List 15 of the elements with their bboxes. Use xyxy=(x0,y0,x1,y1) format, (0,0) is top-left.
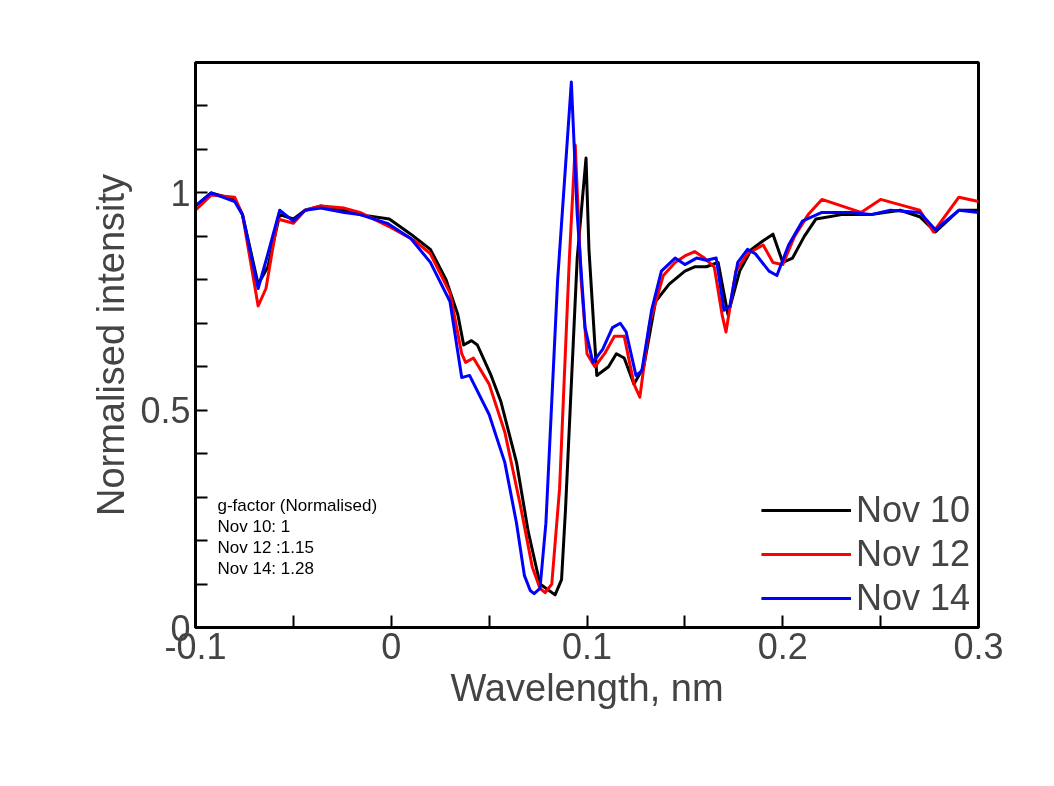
legend-label: Nov 14 xyxy=(855,577,970,619)
x-tick-label: 0.3 xyxy=(953,625,1004,667)
legend-label: Nov 12 xyxy=(855,533,970,575)
y-tick-label: 0.5 xyxy=(140,390,191,432)
y-axis-title: Normalised intensity xyxy=(90,173,133,517)
x-tick-label: 0.2 xyxy=(757,625,808,667)
annotation: Nov 14: 1.28 xyxy=(217,558,314,578)
x-tick-label: 0 xyxy=(381,625,402,667)
x-tick-label: 0.1 xyxy=(561,625,613,667)
annotation: Nov 10: 1 xyxy=(217,516,291,536)
legend-label: Nov 10 xyxy=(855,489,970,531)
y-tick-label: 1 xyxy=(170,172,191,214)
annotation: g-factor (Normalised) xyxy=(217,495,378,515)
annotation: Nov 12 :1.15 xyxy=(217,537,314,557)
x-axis-title: Wavelength, nm xyxy=(450,666,724,709)
